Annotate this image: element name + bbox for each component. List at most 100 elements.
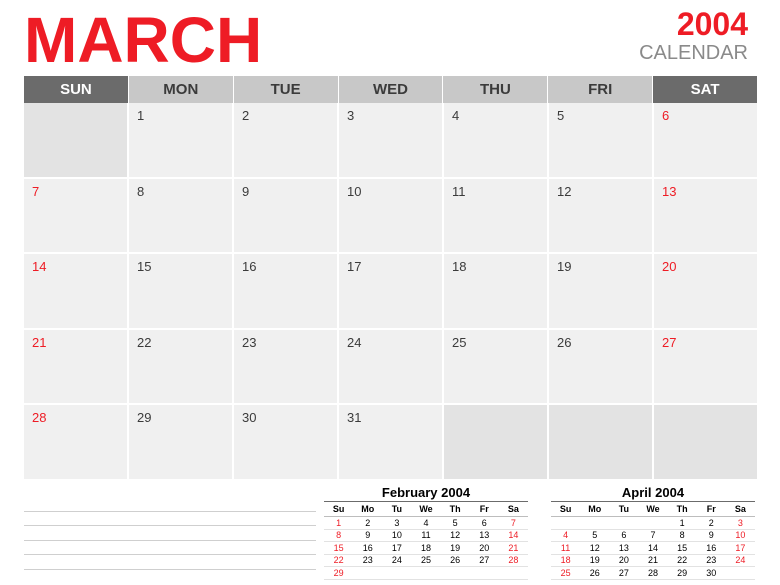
note-line [24, 555, 316, 570]
mini-day: 6 [609, 529, 639, 542]
mini-day [469, 566, 499, 580]
day-cell[interactable]: 8 [129, 178, 234, 255]
mini-week-row: 29 [324, 566, 528, 580]
mini-day: 29 [324, 566, 354, 580]
day-cell[interactable]: 24 [339, 329, 444, 406]
mini-day: 22 [324, 554, 354, 567]
day-number: 7 [32, 183, 40, 199]
day-cell[interactable]: 3 [339, 103, 444, 179]
mini-day: 19 [440, 541, 470, 555]
calendar-label: CALENDAR [639, 42, 748, 64]
mini-weekday-label: Tu [382, 502, 412, 517]
day-number: 27 [662, 334, 677, 350]
mini-day: 30 [696, 566, 726, 580]
day-number: 18 [452, 259, 467, 275]
day-cell[interactable]: 10 [339, 178, 444, 255]
mini-day: 9 [353, 529, 383, 542]
day-cell[interactable]: 9 [234, 178, 339, 255]
mini-day: 5 [440, 516, 470, 530]
mini-day [411, 566, 441, 580]
day-cell[interactable]: 27 [654, 329, 757, 406]
mini-week-row: 8 9 10 11 12 13 14 [324, 529, 528, 542]
mini-day: 16 [696, 541, 726, 555]
day-cell[interactable]: 18 [444, 254, 549, 330]
day-cell[interactable]: 29 [129, 405, 234, 481]
mini-day: 15 [324, 541, 354, 555]
day-cell[interactable]: 1 [129, 103, 234, 179]
mini-day: 12 [440, 529, 470, 542]
mini-day: 20 [609, 554, 639, 567]
mini-calendar-table: Su Mo Tu We Th Fr Sa 1 2 3 4 5 6 7 8 9 10 11 12 13 14 15 16 17 1… [324, 502, 528, 580]
weekday-header-sun: SUN [24, 76, 129, 103]
mini-day: 17 [725, 541, 755, 555]
day-cell[interactable]: 21 [24, 329, 129, 406]
day-cell[interactable]: 16 [234, 254, 339, 330]
day-cell[interactable]: 20 [654, 254, 757, 330]
week-row: 7 8 9 10 11 12 13 [24, 178, 757, 255]
day-cell[interactable]: 14 [24, 254, 129, 330]
day-cell[interactable]: 7 [24, 178, 129, 255]
mini-weekday-row: Su Mo Tu We Th Fr Sa [324, 502, 528, 517]
empty-day-cell [549, 405, 654, 481]
day-cell[interactable]: 12 [549, 178, 654, 255]
mini-weekday-label: Th [667, 502, 697, 517]
mini-day: 20 [469, 541, 499, 555]
day-cell[interactable]: 30 [234, 405, 339, 481]
mini-day: 2 [696, 516, 726, 530]
mini-day: 7 [638, 529, 668, 542]
mini-day: 11 [551, 541, 581, 555]
day-number: 28 [32, 410, 47, 426]
mini-calendar-table: Su Mo Tu We Th Fr Sa 1 2 3 4 5 6 7 8 9 10 11 12 13 14 15 16 17 1… [551, 502, 755, 580]
mini-weekday-label: Mo [580, 502, 610, 517]
day-cell[interactable]: 13 [654, 178, 757, 255]
day-number: 11 [452, 183, 466, 199]
mini-day [353, 566, 383, 580]
mini-day: 26 [440, 554, 470, 567]
day-number: 22 [137, 334, 152, 350]
day-cell[interactable]: 23 [234, 329, 339, 406]
mini-day: 15 [667, 541, 697, 555]
mini-day: 6 [469, 516, 499, 530]
mini-day: 18 [411, 541, 441, 555]
month-title: MARCH [24, 4, 263, 76]
mini-day [580, 516, 610, 530]
mini-day: 29 [667, 566, 697, 580]
mini-day: 27 [469, 554, 499, 567]
day-number: 15 [137, 259, 152, 275]
day-number: 6 [662, 108, 670, 123]
mini-day: 25 [551, 566, 581, 580]
day-cell[interactable]: 31 [339, 405, 444, 481]
day-number: 26 [557, 334, 572, 350]
mini-day: 18 [551, 554, 581, 567]
day-cell[interactable]: 22 [129, 329, 234, 406]
day-cell[interactable]: 5 [549, 103, 654, 179]
day-cell[interactable]: 6 [654, 103, 757, 179]
day-cell[interactable]: 4 [444, 103, 549, 179]
day-cell[interactable]: 15 [129, 254, 234, 330]
week-row: 1 2 3 4 5 6 [24, 103, 757, 179]
mini-day: 21 [638, 554, 668, 567]
day-cell[interactable]: 17 [339, 254, 444, 330]
note-line [24, 541, 316, 555]
week-row: 21 22 23 24 25 26 27 [24, 329, 757, 406]
mini-day [609, 516, 639, 530]
mini-day: 14 [638, 541, 668, 555]
mini-day: 24 [725, 554, 755, 567]
mini-day: 3 [725, 516, 755, 530]
day-cell[interactable]: 11 [444, 178, 549, 255]
empty-day-cell [654, 405, 757, 481]
day-number: 8 [137, 183, 145, 199]
mini-day: 7 [498, 516, 528, 530]
day-number: 21 [32, 334, 47, 350]
mini-weekday-label: Fr [469, 502, 499, 517]
weekday-header-fri: FRI [548, 76, 654, 103]
day-cell[interactable]: 28 [24, 405, 129, 481]
day-cell[interactable]: 19 [549, 254, 654, 330]
mini-day: 4 [411, 516, 441, 530]
day-cell[interactable]: 26 [549, 329, 654, 406]
day-cell[interactable]: 2 [234, 103, 339, 179]
day-number: 5 [557, 108, 565, 123]
day-cell[interactable]: 25 [444, 329, 549, 406]
mini-day: 2 [353, 516, 383, 530]
